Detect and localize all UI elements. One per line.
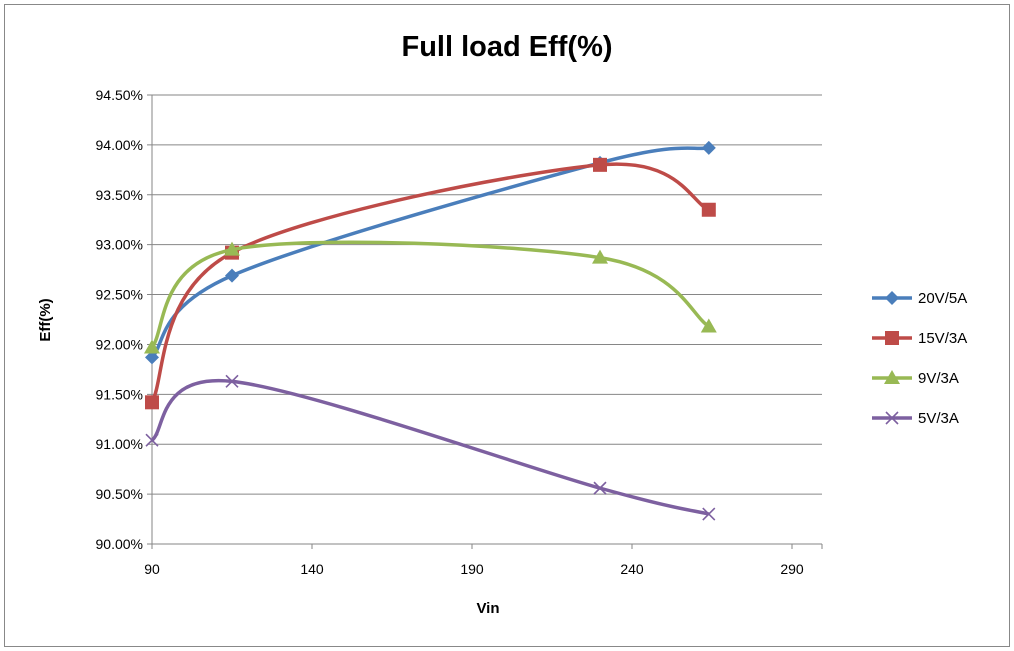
triangle-marker [144,339,160,354]
y-axis-label: Eff(%) [37,298,54,341]
square-marker [885,331,899,345]
diamond-marker [885,291,899,305]
series-line [150,162,710,404]
triangle-marker [884,370,900,384]
x-marker [885,411,899,425]
y-tick-label: 93.50% [96,187,143,203]
legend-label: 15V/3A [918,330,967,347]
legend-item: 5V/3A [872,410,959,427]
legend-label: 5V/3A [918,410,959,427]
series-line [150,240,710,349]
x-axis-label: Vin [476,600,499,617]
x-marker [145,433,159,447]
legend-label: 20V/5A [918,290,967,307]
x-tick-label: 240 [620,561,644,577]
legend-item: 20V/5A [872,290,967,307]
series-15v-3a [145,157,716,410]
y-tick-label: 92.00% [96,336,143,352]
y-tick-label: 94.00% [96,137,143,153]
y-tick-label: 91.50% [96,386,143,402]
x-tick-label: 140 [300,561,324,577]
y-tick-label: 90.00% [96,536,143,552]
y-tick-label: 90.50% [96,486,143,502]
y-tick-label: 94.50% [96,87,143,103]
x-tick-label: 290 [780,561,804,577]
square-marker [593,157,607,172]
triangle-marker [592,249,608,264]
square-marker [701,202,716,217]
y-tick-label: 92.50% [96,287,143,303]
y-tick-label: 93.00% [96,237,143,253]
series-line [150,378,710,516]
chart-title: Full load Eff(%) [401,31,612,63]
triangle-marker [700,318,717,333]
x-tick-label: 90 [144,561,160,577]
x-tick-label: 190 [460,561,484,577]
legend-item: 15V/3A [872,330,967,347]
diamond-marker [145,350,159,365]
diamond-marker [225,268,239,283]
x-marker [702,507,716,521]
diamond-marker [701,140,716,155]
series-9v-3a [144,240,717,354]
x-marker [225,374,239,388]
series-5v-3a [145,374,716,521]
x-marker [593,481,607,495]
legend-item: 9V/3A [872,370,959,387]
y-tick-label: 91.00% [96,436,143,452]
legend-label: 9V/3A [918,370,959,387]
square-marker [145,395,159,410]
triangle-marker [224,241,240,256]
